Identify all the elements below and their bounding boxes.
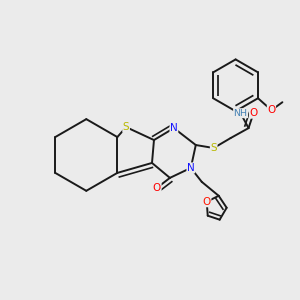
Text: O: O	[202, 197, 211, 207]
Text: S: S	[210, 143, 217, 153]
Text: O: O	[267, 105, 276, 115]
Text: O: O	[153, 183, 161, 193]
Text: N: N	[170, 123, 178, 133]
Text: NH: NH	[234, 109, 248, 118]
Text: N: N	[187, 163, 195, 173]
Text: O: O	[249, 108, 258, 118]
Text: S: S	[123, 122, 129, 132]
